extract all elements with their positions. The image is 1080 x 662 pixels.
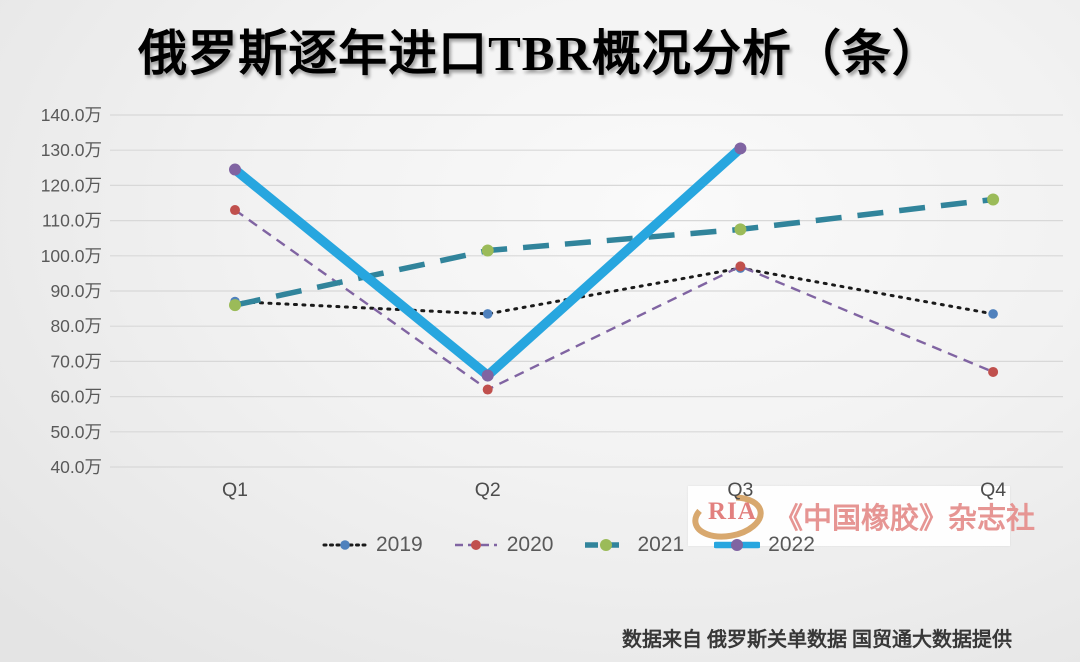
data-point-2021-Q2 (481, 244, 494, 257)
legend-label: 2022 (768, 533, 815, 556)
ria-logo-text: RIA (708, 498, 757, 525)
y-tick-label: 70.0万 (50, 351, 102, 371)
watermark: RIA 《中国橡胶》杂志社 (688, 486, 1035, 546)
legend-marker-2019-icon (322, 540, 368, 550)
ria-logo-ring-icon (692, 494, 764, 540)
data-point-2019-Q2 (482, 309, 493, 319)
y-tick-label: 120.0万 (41, 175, 102, 195)
ria-logo: RIA (690, 488, 774, 544)
y-tick-label: 90.0万 (50, 281, 102, 301)
data-point-2020-Q2 (482, 384, 493, 395)
y-tick-label: 40.0万 (50, 457, 102, 477)
series-line-2020 (234, 209, 994, 391)
legend-dot-sample (470, 540, 481, 550)
x-tick-label: Q3 (727, 479, 753, 501)
data-point-2021-Q3 (734, 223, 747, 236)
watermark-text: 《中国橡胶》杂志社 (774, 503, 1036, 535)
data-point-2019-Q4 (988, 309, 998, 319)
data-point-2020-Q1 (230, 205, 240, 216)
series-line-2021 (234, 196, 994, 308)
y-tick-label: 60.0万 (50, 387, 102, 407)
x-tick-label: Q2 (475, 479, 501, 501)
legend-item-2020: 2020 (453, 533, 554, 557)
data-source-note: 数据来自 俄罗斯关单数据 国贸通大数据提供 (622, 629, 1012, 651)
page-title: 俄罗斯逐年进口TBR概况分析（条） (138, 26, 942, 81)
y-tick-label: 130.0万 (41, 140, 102, 160)
legend-dot-sample (340, 540, 350, 550)
x-tick-label: Q4 (980, 479, 1006, 501)
data-point-2022-Q2 (481, 369, 494, 382)
legend-dot-sample (600, 539, 613, 551)
chart-legend: 2019 2020 2021 2022 (322, 533, 815, 557)
data-point-2021-Q1 (229, 299, 241, 312)
y-tick-label: 100.0万 (41, 246, 102, 266)
legend-label: 2019 (376, 533, 423, 556)
legend-item-2022: 2022 (714, 533, 815, 557)
x-tick-label: Q1 (222, 479, 248, 501)
data-point-2022-Q1 (229, 163, 241, 176)
y-tick-label: 50.0万 (50, 422, 102, 442)
series-line-2022 (230, 143, 746, 382)
data-point-2020-Q3 (735, 261, 746, 272)
legend-label: 2021 (637, 533, 685, 556)
legend-item-2019: 2019 (322, 533, 423, 557)
legend-item-2021: 2021 (583, 533, 684, 557)
legend-label: 2020 (506, 533, 554, 556)
data-point-2022-Q3 (734, 142, 747, 155)
series-line-2019 (233, 266, 995, 316)
legend-dot-sample (731, 539, 744, 551)
data-point-2020-Q4 (988, 366, 999, 377)
legend-marker-2020-icon (454, 540, 497, 550)
data-point-2021-Q4 (987, 193, 1000, 206)
y-tick-label: 80.0万 (50, 316, 102, 336)
legend-marker-2022-icon (714, 539, 761, 551)
legend-marker-2021-icon (585, 539, 628, 551)
y-tick-label: 110.0万 (42, 211, 102, 231)
y-tick-label: 140.0万 (41, 105, 102, 125)
